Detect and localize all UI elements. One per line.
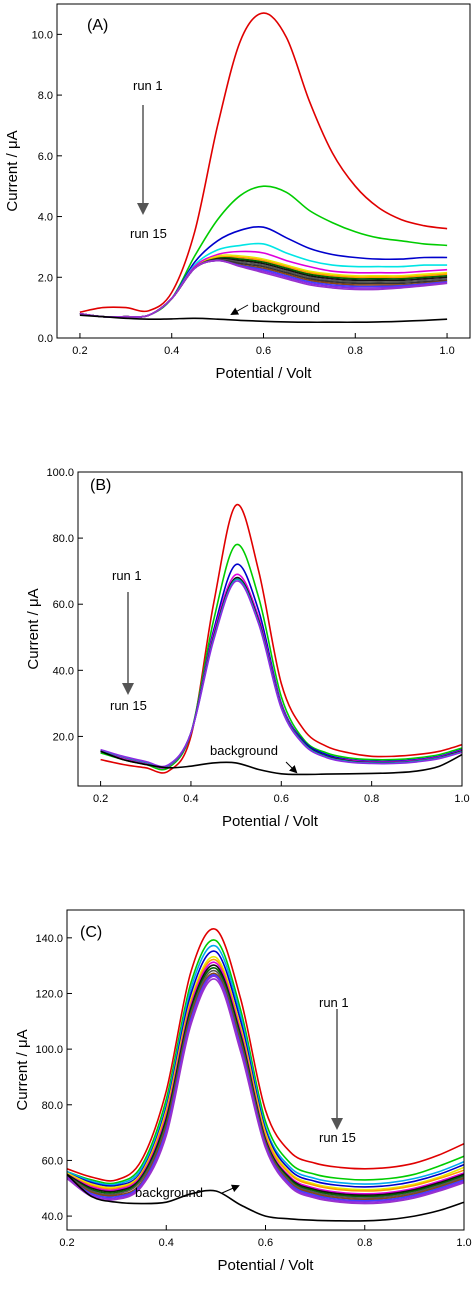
panel-label: (B) [90, 477, 111, 494]
run-start-label: run 1 [112, 568, 142, 583]
y-axis-label: Current / μA [14, 1029, 31, 1110]
x-tick-label: 0.6 [258, 1237, 273, 1249]
panel-label: (C) [80, 924, 102, 941]
series-line-15 [67, 1173, 464, 1222]
x-axis-label: Potential / Volt [216, 365, 313, 382]
series-line-7 [100, 580, 462, 768]
x-tick-label: 0.2 [59, 1237, 74, 1249]
series-line-6 [100, 578, 462, 769]
y-tick-label: 80.0 [42, 1100, 63, 1112]
series-line-4 [100, 573, 462, 769]
chart-panel-b: 0.2 0.4 0.6 0.8 1.0 20.0 40.0 60.0 80.0 100.0 Pote… [25, 467, 470, 830]
background-label: background [210, 743, 278, 758]
series-line-1 [67, 928, 464, 1182]
series-line-10 [67, 969, 464, 1199]
x-tick-label: 0.8 [364, 793, 379, 805]
series-group [79, 12, 448, 324]
background-arrow [230, 304, 249, 315]
series-line-5 [100, 576, 462, 769]
series-line-6 [67, 958, 464, 1192]
x-tick-label: 0.8 [357, 1237, 372, 1249]
background-arrow [285, 761, 298, 774]
y-tick-label: 40.0 [53, 665, 74, 677]
y-tick-label: 0.0 [38, 333, 53, 345]
y-tick-label: 140.0 [35, 933, 63, 945]
y-tick-label: 60.0 [42, 1155, 63, 1167]
y-tick-label: 2.0 [38, 272, 53, 284]
y-tick-label: 40.0 [42, 1211, 63, 1223]
y-tick-label: 80.0 [53, 533, 74, 545]
background-arrow [221, 1184, 240, 1194]
y-tick-label: 60.0 [53, 599, 74, 611]
y-tick-label: 10.0 [32, 29, 53, 41]
series-line-2 [79, 185, 448, 318]
series-line-3 [100, 563, 462, 769]
series-line-13 [67, 975, 464, 1204]
series-line-4 [67, 950, 464, 1188]
series-line-1 [100, 503, 462, 774]
x-tick-label: 0.6 [274, 793, 289, 805]
x-tick-label: 0.4 [159, 1237, 174, 1249]
y-tick-label: 6.0 [38, 151, 53, 163]
x-tick-label: 1.0 [439, 345, 454, 357]
run-end-label: run 15 [110, 698, 147, 713]
x-axis-label: Potential / Volt [218, 1257, 315, 1274]
x-tick-label: 0.2 [93, 793, 108, 805]
plot-frame [77, 471, 463, 787]
series-line-14 [67, 978, 464, 1205]
series-line-2 [100, 543, 462, 771]
chart-panel-c: 0.2 0.4 0.6 0.8 1.0 40.0 60.0 80.0 100.0 120.0 140… [14, 909, 472, 1274]
y-tick-label: 4.0 [38, 212, 53, 224]
x-tick-label: 0.6 [256, 345, 271, 357]
run-end-label: run 15 [130, 226, 167, 241]
x-tick-label: 0.8 [348, 345, 363, 357]
x-tick-label: 1.0 [456, 1237, 471, 1249]
y-tick-label: 8.0 [38, 90, 53, 102]
y-tick-label: 100.0 [46, 467, 74, 479]
run-end-label: run 15 [319, 1130, 356, 1145]
x-tick-label: 0.4 [164, 345, 179, 357]
panel-label: (A) [87, 17, 108, 34]
y-axis-label: Current / μA [4, 130, 21, 211]
x-tick-label: 0.2 [72, 345, 87, 357]
series-line-12 [67, 974, 464, 1202]
run-start-label: run 1 [319, 995, 349, 1010]
x-axis-label: Potential / Volt [222, 813, 319, 830]
y-tick-label: 20.0 [53, 731, 74, 743]
series-line-2 [67, 939, 464, 1185]
y-axis-label: Current / μA [25, 588, 42, 669]
series-line-1 [79, 12, 448, 313]
y-tick-label: 100.0 [35, 1044, 63, 1056]
series-line-15 [79, 259, 448, 318]
series-line-8 [67, 964, 464, 1197]
x-tick-label: 0.4 [183, 793, 198, 805]
series-line-16 [79, 314, 448, 324]
background-label: background [135, 1185, 203, 1200]
series-line-8 [100, 750, 462, 776]
series-line-7 [67, 961, 464, 1195]
series-group [100, 503, 462, 776]
chart-panel-a: 0.2 0.4 0.6 0.8 1.0 0.0 2.0 4.0 6.0 8.0 10.0 Potent… [4, 3, 471, 382]
x-tick-label: 1.0 [454, 793, 469, 805]
run-start-label: run 1 [133, 78, 163, 93]
y-tick-label: 120.0 [35, 988, 63, 1000]
series-group [67, 928, 464, 1222]
series-line-5 [67, 955, 464, 1191]
background-label: background [252, 300, 320, 315]
series-line-9 [67, 967, 464, 1198]
